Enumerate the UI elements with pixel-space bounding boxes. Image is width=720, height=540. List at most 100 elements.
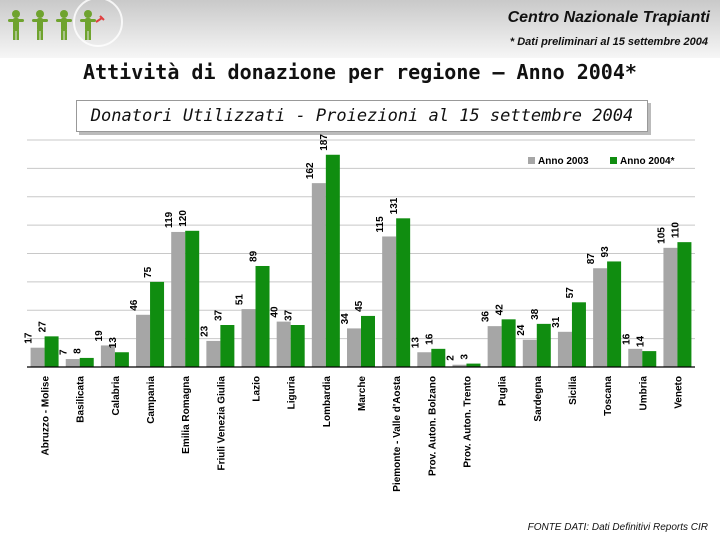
bar-2004 [255, 265, 270, 367]
bar-2003 [487, 326, 502, 367]
bar-value-label: 89 [249, 250, 260, 262]
legend-swatch-2003 [528, 157, 535, 164]
bar-value-label: 75 [143, 266, 154, 278]
bar-value-label: 13 [410, 337, 421, 349]
bar-2003 [311, 183, 326, 367]
bar-value-label: 57 [565, 287, 576, 299]
category-label: Campania [146, 376, 157, 424]
bar-value-label: 115 [375, 216, 386, 233]
bar-value-label: 19 [94, 330, 105, 342]
bar-value-label: 45 [354, 300, 365, 312]
bar-2004 [150, 281, 165, 367]
bar-2004 [185, 230, 200, 367]
bar-value-label: 120 [178, 210, 189, 227]
category-label: Piemonte - Valle d'Aosta [392, 376, 403, 492]
bar-value-label: 162 [305, 162, 316, 179]
category-label: Lazio [252, 376, 263, 402]
bar-value-label: 37 [213, 309, 224, 321]
bar-value-label: 37 [284, 309, 295, 321]
bar-2004 [361, 315, 375, 367]
bar-value-label: 14 [635, 336, 646, 348]
bar-2003 [30, 347, 45, 367]
bar-value-label: 87 [586, 253, 597, 265]
category-label: Liguria [287, 376, 298, 410]
bar-2003 [452, 364, 467, 367]
category-label: Marche [357, 376, 368, 411]
bar-value-label: 110 [670, 222, 681, 239]
bar-2003 [241, 309, 256, 367]
bar-2003 [206, 340, 221, 367]
bar-2004 [642, 351, 657, 367]
bar-2004 [114, 352, 129, 367]
legend-swatch-2004 [610, 157, 617, 164]
bar-2003 [276, 321, 291, 367]
category-label: Sardegna [533, 376, 544, 422]
bar-2003 [417, 352, 432, 367]
bar-2004 [290, 325, 305, 367]
legend-label: Anno 2003 [538, 156, 589, 167]
bar-value-label: 36 [481, 311, 492, 323]
bar-2004 [501, 319, 516, 367]
category-label: Friuli Venezia Giulia [216, 376, 227, 471]
bar-value-label: 119 [164, 211, 175, 228]
bar-2003 [347, 328, 361, 367]
category-label: Toscana [603, 376, 614, 416]
bar-value-label: 16 [621, 333, 632, 345]
bar-2003 [171, 231, 186, 367]
bar-value-label: 51 [235, 294, 246, 306]
bar-2004 [677, 242, 692, 367]
bar-2003 [628, 348, 643, 367]
bar-value-label: 27 [38, 321, 49, 333]
bar-value-label: 42 [495, 304, 506, 316]
category-label: Basilicata [76, 376, 87, 423]
org-name: Centro Nazionale Trapianti [507, 9, 710, 26]
bar-value-label: 34 [340, 313, 351, 325]
bar-value-label: 40 [270, 306, 281, 318]
bar-2004 [607, 261, 622, 367]
bar-2004 [466, 363, 481, 367]
bar-value-label: 16 [424, 333, 435, 345]
bar-value-label: 24 [516, 324, 527, 336]
bar-2004 [325, 154, 340, 367]
bar-2003 [65, 359, 80, 367]
bar-2004 [396, 218, 411, 367]
bar-2004 [536, 323, 551, 367]
bar-2004 [44, 336, 59, 367]
category-label: Veneto [673, 376, 684, 409]
category-label: Lombardia [322, 376, 333, 428]
bar-value-label: 17 [24, 332, 35, 344]
bar-value-label: 105 [656, 227, 667, 244]
bar-value-label: 31 [551, 316, 562, 328]
category-label: Calabria [111, 376, 122, 416]
bar-2003 [593, 268, 608, 367]
bar-value-label: 23 [199, 325, 210, 337]
bar-value-label: 38 [530, 308, 541, 320]
bar-2003 [136, 314, 151, 367]
bar-value-label: 131 [389, 197, 400, 214]
bar-value-label: 187 [319, 134, 330, 151]
bar-value-label: 2 [445, 355, 456, 361]
category-label: Umbria [638, 376, 649, 411]
bar-value-label: 3 [459, 354, 470, 360]
category-label: Emilia Romagna [181, 376, 192, 454]
preliminary-note: * Dati preliminari al 15 settembre 2004 [509, 36, 708, 48]
cnt-logo [8, 0, 123, 47]
bar-value-label: 46 [129, 299, 140, 311]
bar-value-label: 8 [73, 348, 84, 354]
category-label: Prov. Auton. Bolzano [427, 376, 438, 476]
category-label: Sicilia [568, 376, 579, 405]
bar-2003 [522, 339, 537, 367]
bar-value-label: 7 [59, 349, 70, 355]
category-label: Prov. Auton. Trento [462, 376, 473, 468]
category-label: Abruzzo - Molise [41, 376, 52, 456]
bar-2004 [79, 357, 94, 367]
bar-value-label: 13 [108, 337, 119, 349]
bar-2003 [663, 247, 678, 367]
data-source: FONTE DATI: Dati Definitivi Reports CIR [527, 522, 708, 533]
legend-label: Anno 2004* [620, 156, 675, 167]
chart-title-box: Donatori Utilizzati - Proiezioni al 15 s… [76, 100, 648, 132]
bar-2003 [557, 331, 572, 367]
page-title: Attività di donazione per regione – Anno… [83, 60, 637, 84]
bar-2004 [571, 302, 586, 367]
